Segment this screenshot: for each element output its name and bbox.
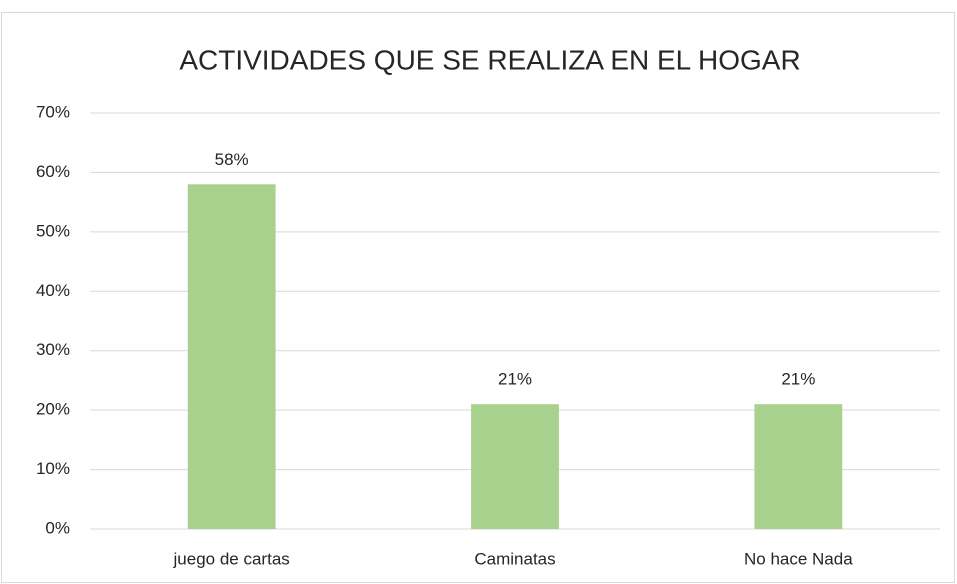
- y-tick-label: 40%: [36, 281, 70, 300]
- value-label: 21%: [781, 370, 815, 389]
- y-tick-label: 50%: [36, 221, 70, 240]
- bar: [187, 184, 276, 530]
- value-label: 58%: [215, 150, 249, 169]
- y-tick-label: 10%: [36, 459, 70, 478]
- y-tick-label: 30%: [36, 340, 70, 359]
- value-label: 21%: [498, 370, 532, 389]
- x-tick-label: Caminatas: [474, 549, 555, 568]
- y-tick-label: 70%: [36, 102, 70, 121]
- y-tick-label: 20%: [36, 400, 70, 419]
- chart-title: ACTIVIDADES QUE SE REALIZA EN EL HOGAR: [179, 44, 800, 75]
- x-tick-label: No hace Nada: [744, 549, 853, 568]
- y-tick-label: 60%: [36, 162, 70, 181]
- bar: [471, 404, 559, 529]
- y-tick-label: 0%: [45, 518, 70, 537]
- x-tick-label: juego de cartas: [173, 549, 290, 568]
- bar: [754, 404, 843, 529]
